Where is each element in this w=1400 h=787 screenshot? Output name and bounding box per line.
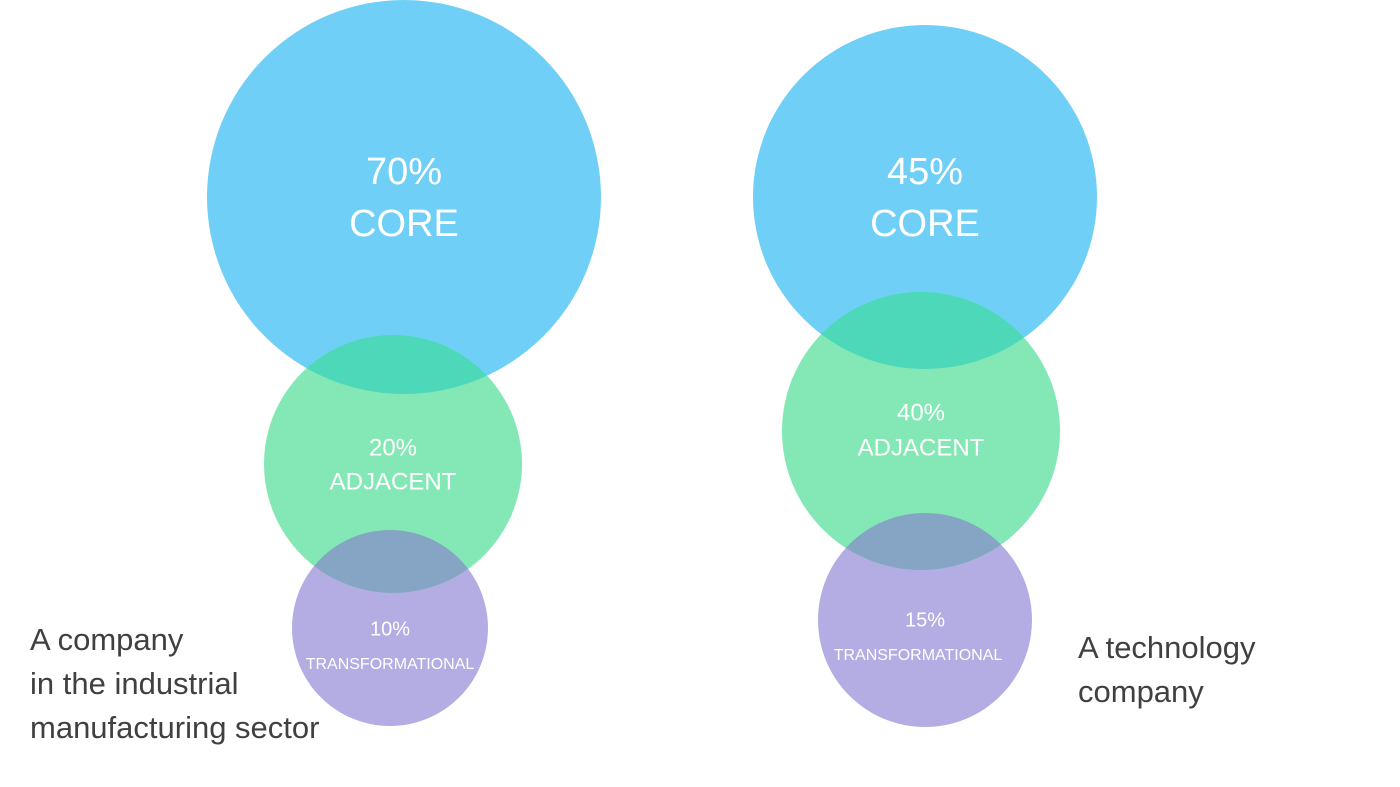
adjacent-label: ADJACENT bbox=[858, 434, 985, 461]
adjacent-percent: 40% bbox=[897, 399, 945, 426]
transformational-label: TRANSFORMATIONAL bbox=[834, 647, 1003, 664]
caption-technology: A technology company bbox=[1078, 626, 1256, 714]
adjacent-percent: 20% bbox=[369, 434, 417, 461]
core-percent: 70% bbox=[366, 151, 442, 193]
transformational-label: TRANSFORMATIONAL bbox=[306, 656, 475, 673]
core-percent: 45% bbox=[887, 151, 963, 193]
transformational-percent: 10% bbox=[370, 618, 410, 640]
core-circle bbox=[207, 0, 601, 394]
diagram-industrial: 70% CORE 20% ADJACENT 10% TRANSFORMATION… bbox=[207, 0, 601, 726]
adjacent-circle bbox=[782, 292, 1060, 570]
adjacent-circle bbox=[264, 335, 522, 593]
core-label: CORE bbox=[870, 203, 980, 245]
caption-line: manufacturing sector bbox=[30, 710, 320, 745]
core-label: CORE bbox=[349, 203, 459, 245]
core-circle bbox=[753, 25, 1097, 369]
adjacent-label: ADJACENT bbox=[330, 468, 457, 495]
transformational-circle bbox=[818, 513, 1032, 727]
caption-line: company bbox=[1078, 674, 1204, 709]
transformational-percent: 15% bbox=[905, 609, 945, 631]
caption-line: A company bbox=[30, 622, 184, 657]
caption-line: in the industrial bbox=[30, 666, 239, 701]
caption-industrial: A company in the industrial manufacturin… bbox=[30, 618, 319, 750]
caption-line: A technology bbox=[1078, 630, 1256, 665]
diagram-technology: 45% CORE 40% ADJACENT 15% TRANSFORMATION… bbox=[753, 25, 1097, 727]
